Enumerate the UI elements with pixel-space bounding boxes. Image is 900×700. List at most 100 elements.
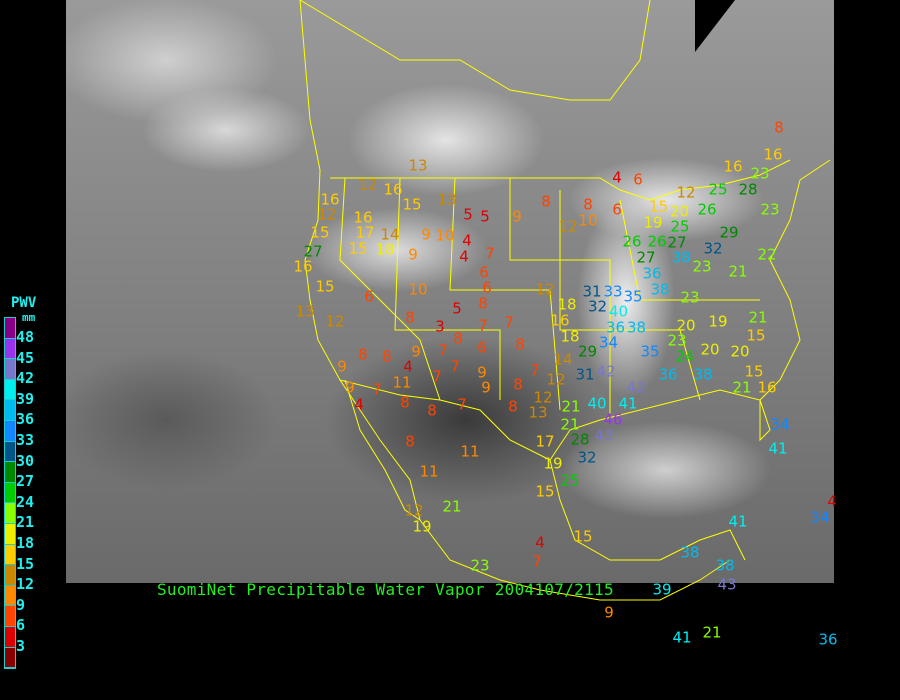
station-pwv-value: 27 xyxy=(667,233,687,252)
legend-swatch xyxy=(5,482,15,504)
station-pwv-value: 6 xyxy=(479,263,489,281)
legend-swatch xyxy=(5,565,15,586)
station-pwv-value: 15 xyxy=(648,197,669,216)
station-pwv-value: 25 xyxy=(670,217,690,236)
station-pwv-value: 19 xyxy=(643,213,663,232)
station-pwv-value: 17 xyxy=(355,223,375,242)
station-pwv-value: 15 xyxy=(315,277,335,296)
station-pwv-value: 21 xyxy=(442,497,462,516)
station-pwv-value: 42 xyxy=(626,378,646,397)
station-pwv-value: 10 xyxy=(435,226,455,245)
station-pwv-value: 11 xyxy=(419,462,439,481)
station-pwv-value: 34 xyxy=(770,415,790,434)
station-pwv-value: 9 xyxy=(481,378,491,397)
station-pwv-value: 8 xyxy=(358,345,368,364)
station-pwv-value: 12 xyxy=(325,312,345,331)
legend-tick: 45 xyxy=(16,348,35,367)
station-pwv-value: 27 xyxy=(303,242,323,261)
station-pwv-value: 7 xyxy=(450,357,460,376)
state-lines-2 xyxy=(394,177,501,400)
station-pwv-value: 8 xyxy=(508,397,518,416)
station-pwv-value: 17 xyxy=(535,432,555,451)
station-pwv-value: 21 xyxy=(748,308,768,327)
station-pwv-value: 7 xyxy=(457,395,467,414)
legend-tick: 48 xyxy=(16,328,35,346)
legend-tick: 12 xyxy=(16,575,35,594)
station-pwv-value: 36 xyxy=(605,318,626,337)
station-pwv-value: 7 xyxy=(372,380,382,399)
station-pwv-value: 31 xyxy=(575,365,595,384)
legend-swatch xyxy=(5,318,15,339)
station-pwv-value: 32 xyxy=(577,448,597,467)
station-pwv-value: 10 xyxy=(408,280,428,299)
station-pwv-value: 15 xyxy=(535,482,555,501)
station-pwv-value: 21 xyxy=(732,378,752,397)
station-pwv-value: 23 xyxy=(680,288,700,307)
station-pwv-value: 8 xyxy=(541,192,551,211)
station-pwv-value: 15 xyxy=(402,195,422,214)
station-pwv-value: 8 xyxy=(774,118,784,137)
legend-swatch xyxy=(5,400,15,421)
station-pwv-value: 12 xyxy=(558,217,578,236)
station-pwv-value: 7 xyxy=(438,341,448,360)
station-pwv-value: 12 xyxy=(317,205,337,224)
legend-swatch xyxy=(5,585,15,607)
state-lines-5 xyxy=(559,190,701,401)
station-pwv-value: 7 xyxy=(530,361,540,380)
station-pwv-value: 21 xyxy=(728,262,748,281)
state-lines-1 xyxy=(339,177,441,401)
legend-swatch xyxy=(5,441,15,463)
station-pwv-value: 16 xyxy=(353,208,373,227)
station-pwv-value: 9 xyxy=(421,225,431,244)
station-pwv-value: 36 xyxy=(818,630,838,649)
station-pwv-value: 31 xyxy=(582,282,602,301)
station-pwv-value: 11 xyxy=(460,442,480,461)
state-lines-3 xyxy=(449,177,561,411)
station-pwv-value: 8 xyxy=(427,401,437,420)
legend-swatch xyxy=(5,544,15,566)
station-pwv-value: 8 xyxy=(478,294,488,313)
station-pwv-value: 32 xyxy=(587,297,608,316)
station-pwv-value: 38 xyxy=(680,543,700,562)
mexico-gulf-coast xyxy=(549,459,746,561)
station-pwv-value: 23 xyxy=(750,164,770,182)
station-pwv-value: 41 xyxy=(768,439,788,458)
legend-swatch xyxy=(5,359,15,380)
station-pwv-value: 24 xyxy=(675,347,695,366)
station-pwv-value: 7 xyxy=(532,552,542,571)
us-mexico-border xyxy=(339,379,551,461)
station-pwv-value: 41 xyxy=(618,394,638,413)
station-pwv-value: 15 xyxy=(573,527,593,546)
station-pwv-value: 8 xyxy=(400,393,410,412)
us-canada-border xyxy=(330,159,791,201)
station-pwv-value: 16 xyxy=(293,257,313,276)
station-pwv-value: 35 xyxy=(623,287,643,306)
legend-tick: 3 xyxy=(16,637,26,655)
station-pwv-value: 16 xyxy=(320,190,340,209)
legend-tick: 21 xyxy=(16,513,35,532)
station-pwv-value: 22 xyxy=(757,245,777,264)
station-pwv-value: 11 xyxy=(392,373,412,392)
station-pwv-value: 6 xyxy=(364,287,374,306)
station-pwv-value: 13 xyxy=(408,156,428,175)
station-pwv-value: 15 xyxy=(348,239,368,258)
station-pwv-value: 20 xyxy=(669,202,690,221)
station-pwv-value: 23 xyxy=(692,257,712,276)
station-pwv-value: 8 xyxy=(515,335,525,354)
legend-tick: 6 xyxy=(16,616,26,635)
station-pwv-value: 9 xyxy=(345,378,355,397)
legend-swatch xyxy=(5,379,15,401)
station-pwv-value: 19 xyxy=(543,454,563,473)
station-pwv-value: 28 xyxy=(738,180,758,198)
station-pwv-value: 18 xyxy=(375,240,395,259)
station-pwv-value: 38 xyxy=(626,318,647,337)
station-pwv-value: 20 xyxy=(730,342,750,361)
station-pwv-value: 33 xyxy=(603,282,623,301)
station-pwv-value: 9 xyxy=(337,357,347,376)
station-pwv-value: 4 xyxy=(459,247,469,266)
legend-swatch xyxy=(5,606,15,627)
station-pwv-value: 12 xyxy=(358,175,378,194)
legend-swatch xyxy=(5,338,15,360)
station-pwv-value: 12 xyxy=(535,280,555,299)
